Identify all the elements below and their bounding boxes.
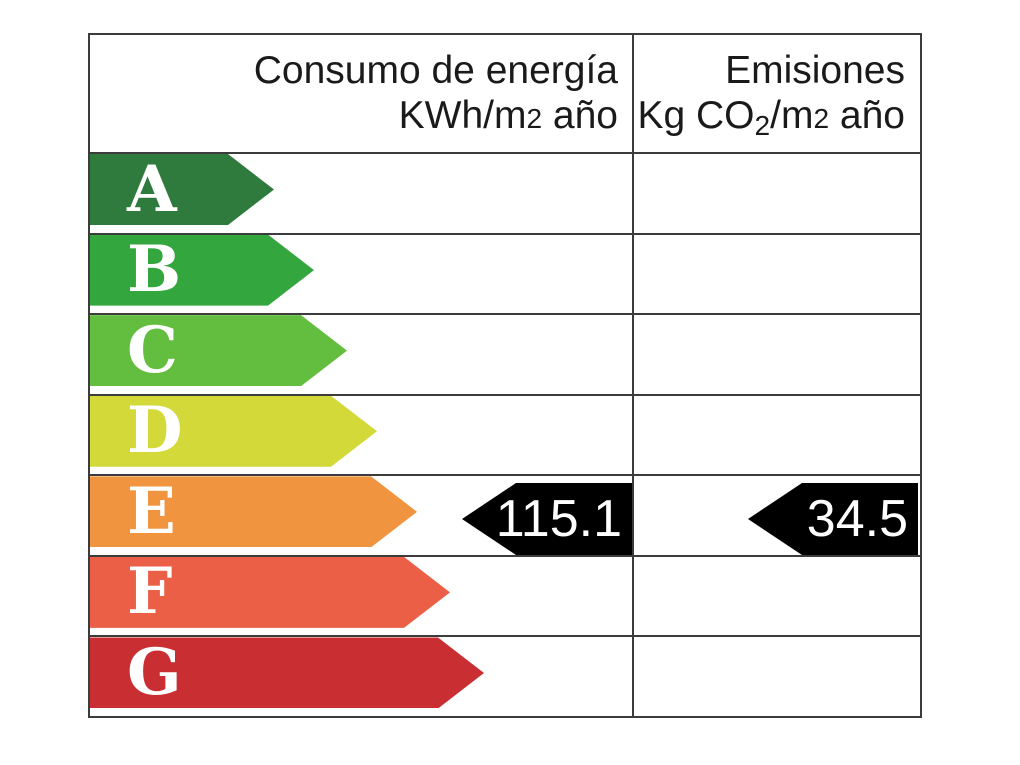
consumption-value: 115.1 <box>495 490 622 548</box>
column-divider <box>632 35 634 716</box>
emissions-value: 34.5 <box>806 490 908 548</box>
consumption-unit: KWh/m2 año <box>398 94 618 137</box>
rating-letter-e: E <box>127 473 176 549</box>
rating-row-e: E <box>90 474 920 555</box>
energy-efficiency-label: Consumo de energía KWh/m2 año Emisiones … <box>88 33 922 718</box>
rating-letter-f: F <box>127 554 173 630</box>
rating-row-b: B <box>90 232 920 314</box>
rating-arrow-d: D <box>90 396 377 467</box>
consumption-title: Consumo de energía <box>253 49 618 92</box>
rating-row-d: D <box>90 393 920 475</box>
rating-rows: A B C D E F G <box>90 152 920 716</box>
rating-row-a: A <box>90 152 920 233</box>
header-row: Consumo de energía KWh/m2 año Emisiones … <box>90 35 920 152</box>
rating-arrow-f: F <box>90 557 450 628</box>
rating-letter-g: G <box>127 634 182 710</box>
consumption-column-header: Consumo de energía KWh/m2 año <box>90 35 632 152</box>
rating-row-f: F <box>90 554 920 636</box>
rating-letter-a: A <box>127 151 177 227</box>
rating-row-c: C <box>90 313 920 394</box>
rating-arrow-a: A <box>90 154 274 225</box>
emissions-unit: Kg CO2/m2 año <box>637 94 905 142</box>
rating-arrow-b: B <box>90 235 314 306</box>
rating-letter-b: B <box>127 232 182 308</box>
emissions-column-header: Emisiones Kg CO2/m2 año <box>632 35 920 152</box>
rating-row-g: G <box>90 635 920 716</box>
rating-arrow-e: E <box>90 476 417 547</box>
rating-arrow-g: G <box>90 637 484 708</box>
rating-letter-d: D <box>127 393 183 469</box>
rating-letter-c: C <box>127 312 178 388</box>
rating-arrow-c: C <box>90 315 347 386</box>
emissions-title: Emisiones <box>725 49 905 92</box>
